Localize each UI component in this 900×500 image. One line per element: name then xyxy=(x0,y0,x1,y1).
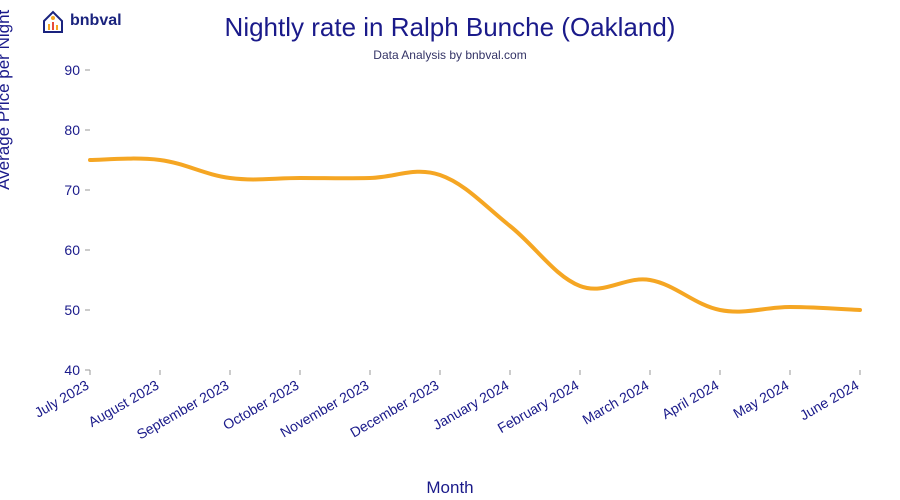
x-tick-label: March 2024 xyxy=(579,377,651,428)
y-tick-label: 50 xyxy=(64,302,80,318)
y-tick-label: 40 xyxy=(64,362,80,378)
chart-title: Nightly rate in Ralph Bunche (Oakland) xyxy=(0,12,900,43)
x-tick-label: May 2024 xyxy=(730,377,791,422)
x-tick-label: June 2024 xyxy=(797,377,862,424)
y-tick-label: 60 xyxy=(64,242,80,258)
y-tick-label: 90 xyxy=(64,62,80,78)
x-axis-label: Month xyxy=(0,478,900,498)
chart-svg: 405060708090July 2023August 2023Septembe… xyxy=(0,60,900,500)
y-axis-label: Average Price per Night xyxy=(0,10,14,190)
x-tick-label: April 2024 xyxy=(659,377,722,422)
data-line xyxy=(90,159,860,312)
y-tick-label: 80 xyxy=(64,122,80,138)
chart-area: Average Price per Night 405060708090July… xyxy=(0,60,900,500)
x-tick-label: July 2023 xyxy=(32,377,92,421)
y-tick-label: 70 xyxy=(64,182,80,198)
